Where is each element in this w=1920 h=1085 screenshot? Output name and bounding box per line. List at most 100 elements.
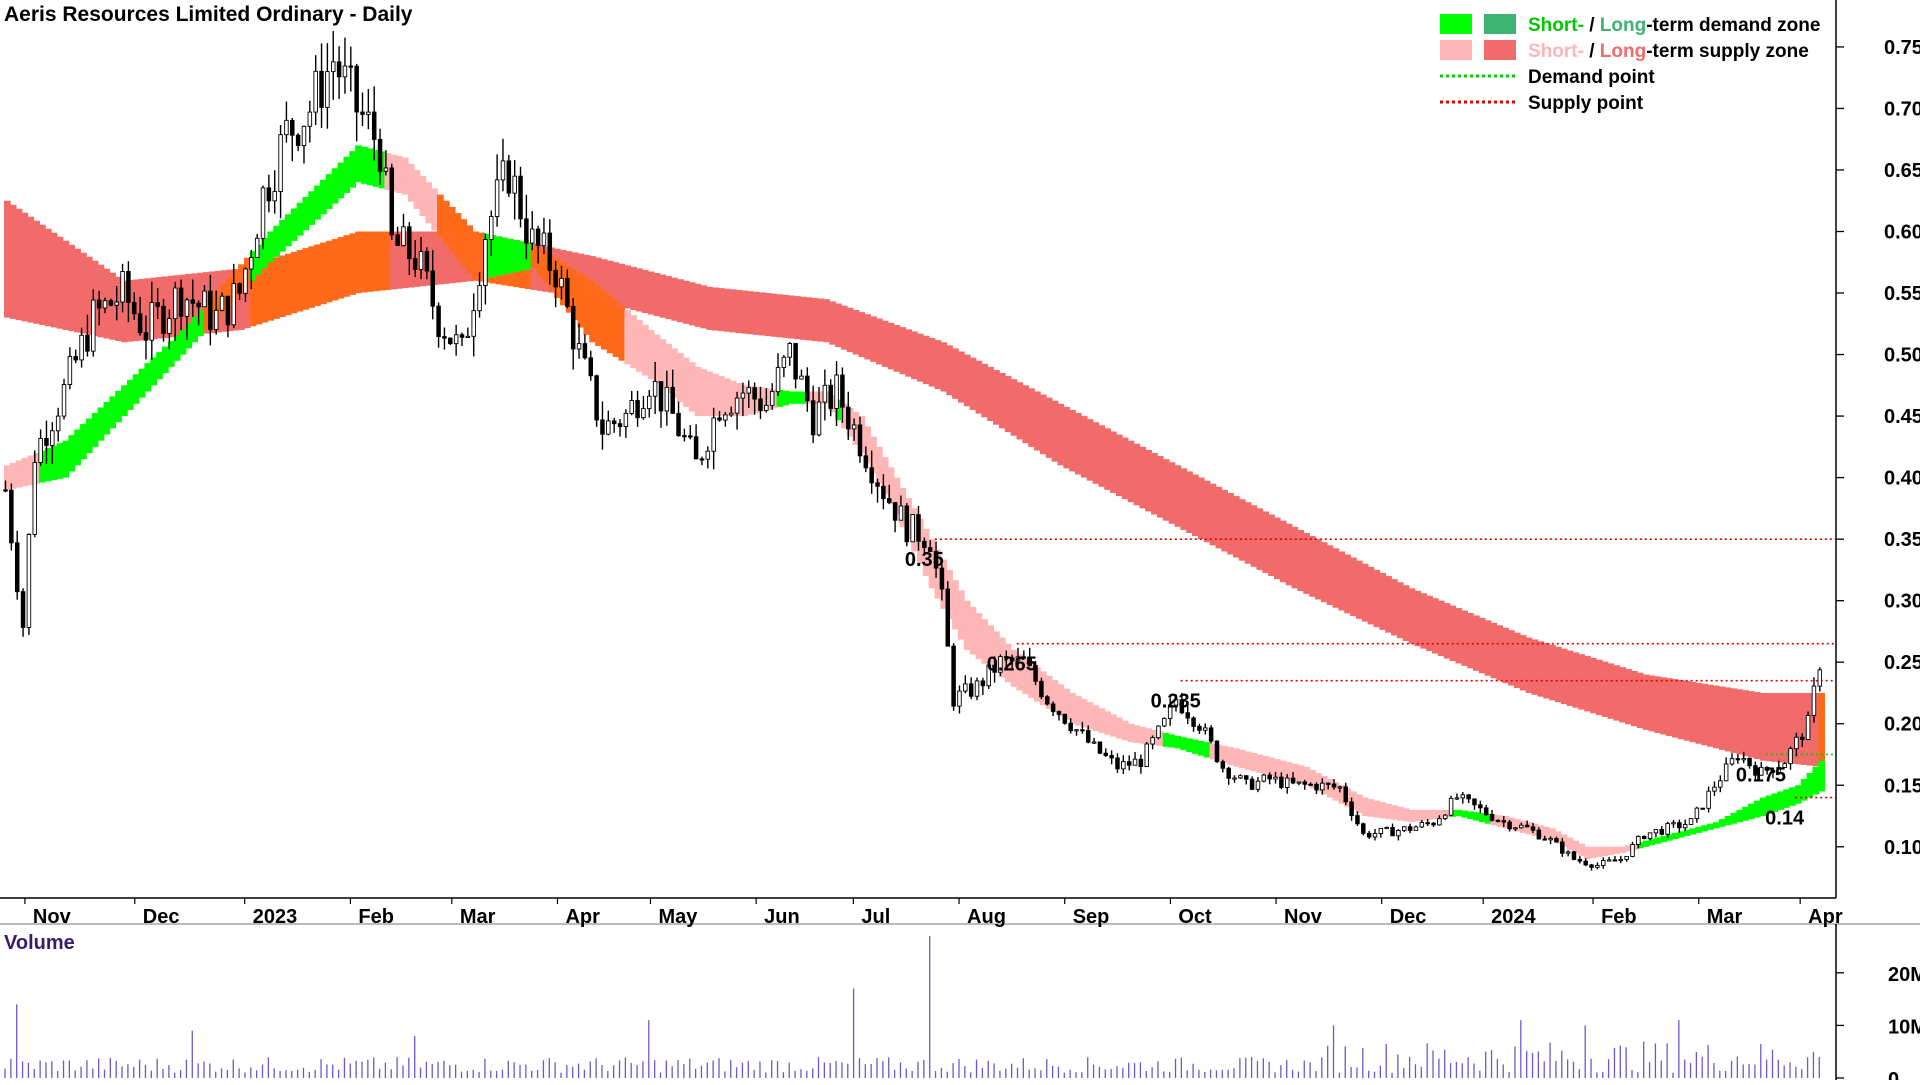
candle-body <box>951 645 956 707</box>
short-term-zone-slice <box>1028 662 1035 698</box>
candle-body <box>114 301 119 306</box>
candle-body <box>1402 826 1407 831</box>
long-term-zone-slice <box>267 259 275 321</box>
short-term-zone-slice <box>126 379 134 410</box>
candle-body <box>489 216 494 240</box>
candle-body <box>617 423 623 427</box>
long-term-zone-slice <box>331 238 339 301</box>
long-term-zone-slice <box>1379 572 1387 630</box>
candle-body <box>512 175 517 194</box>
short-term-zone-slice <box>4 465 11 490</box>
candle-body <box>1442 814 1448 820</box>
long-term-zone-slice <box>712 287 719 331</box>
candle-body <box>155 302 160 307</box>
candle-body <box>810 400 816 436</box>
candle-body <box>1068 722 1073 732</box>
short-term-zone-slice <box>835 399 842 421</box>
long-term-zone-slice <box>1566 650 1574 706</box>
short-term-zone-slice <box>1572 840 1580 853</box>
long-term-zone-slice <box>1133 443 1141 506</box>
long-term-zone-slice <box>1010 379 1018 436</box>
long-term-zone-slice <box>1197 477 1205 540</box>
short-term-zone-slice <box>1279 760 1287 780</box>
candle-body <box>1396 830 1401 837</box>
short-term-zone-slice <box>957 590 965 640</box>
long-term-zone-slice <box>1677 680 1685 740</box>
short-term-zone-slice <box>1314 772 1322 792</box>
long-term-zone-slice <box>1057 403 1065 466</box>
candle-body <box>1243 775 1249 780</box>
short-term-zone-slice <box>788 391 795 404</box>
short-term-zone-slice <box>1238 749 1246 769</box>
legend-label: Short- / Long-term supply zone <box>1528 41 1809 62</box>
long-term-zone-slice <box>62 240 70 330</box>
candle-body <box>734 397 740 414</box>
long-term-zone-slice <box>1045 397 1053 458</box>
long-term-zone-slice <box>817 298 825 342</box>
supply-point-label: 0.35 <box>905 549 944 571</box>
long-term-zone-slice <box>636 268 643 312</box>
candle-body <box>863 455 869 469</box>
long-term-zone-slice <box>589 256 596 300</box>
long-term-zone-slice <box>396 231 403 289</box>
long-term-zone-slice <box>243 266 251 329</box>
long-term-zone-slice <box>641 269 649 314</box>
long-term-zone-slice <box>1595 659 1603 716</box>
long-term-zone-slice <box>1513 632 1521 689</box>
candle-body <box>1021 656 1027 659</box>
long-term-zone-slice <box>1443 603 1451 659</box>
short-term-zone-slice <box>1753 800 1761 818</box>
legend-swatch-short <box>1440 14 1472 34</box>
long-term-zone-slice <box>1391 579 1398 636</box>
short-term-zone-slice <box>1367 799 1375 817</box>
candle-body <box>278 134 283 193</box>
candle-body <box>904 505 910 543</box>
short-term-zone-slice <box>1432 809 1439 820</box>
short-term-zone-slice <box>712 373 719 417</box>
candle-body <box>1378 828 1384 834</box>
long-term-zone-slice <box>1039 394 1047 455</box>
short-term-zone-slice <box>331 168 339 204</box>
long-term-zone-slice <box>74 248 81 333</box>
long-term-zone-slice <box>366 231 374 292</box>
candle-body <box>1530 826 1536 831</box>
long-term-zone-slice <box>981 363 989 418</box>
candle-body <box>629 400 634 414</box>
long-term-zone-slice <box>302 248 310 310</box>
short-term-zone-slice <box>173 335 181 361</box>
long-term-zone-slice <box>1162 459 1170 521</box>
long-term-zone-slice <box>583 254 591 299</box>
candle-body <box>1191 717 1196 727</box>
long-term-zone-slice <box>1554 646 1562 703</box>
candle-body <box>822 384 828 403</box>
short-term-zone-slice <box>1789 787 1796 806</box>
candle-body <box>395 234 400 246</box>
long-term-zone-slice <box>799 296 807 340</box>
candle-body <box>336 61 342 78</box>
long-term-zone-slice <box>1490 622 1498 679</box>
candle-body <box>79 334 84 361</box>
long-term-zone-slice <box>1519 635 1527 691</box>
candle-body <box>366 111 371 115</box>
long-term-zone-slice <box>776 294 784 338</box>
short-term-zone-slice <box>1262 756 1269 775</box>
candle-body <box>1612 859 1618 862</box>
long-term-zone-slice <box>1432 598 1439 654</box>
candle-body <box>55 415 61 432</box>
candle-body <box>1156 725 1161 739</box>
long-term-zone-slice <box>325 240 333 303</box>
candle-body <box>916 514 921 542</box>
short-term-zone-slice <box>653 334 661 384</box>
long-term-zone-slice <box>1736 689 1744 755</box>
short-term-zone-slice <box>799 391 807 404</box>
short-term-zone-slice <box>1783 789 1790 808</box>
short-term-zone-slice <box>1584 846 1591 860</box>
candle-body <box>9 489 14 544</box>
candle-body <box>1718 780 1723 788</box>
long-term-zone-slice <box>1326 545 1334 605</box>
candle-body <box>1015 656 1021 662</box>
long-term-zone-slice <box>1408 588 1416 644</box>
candle-body <box>301 125 307 146</box>
candle-body <box>816 401 822 436</box>
